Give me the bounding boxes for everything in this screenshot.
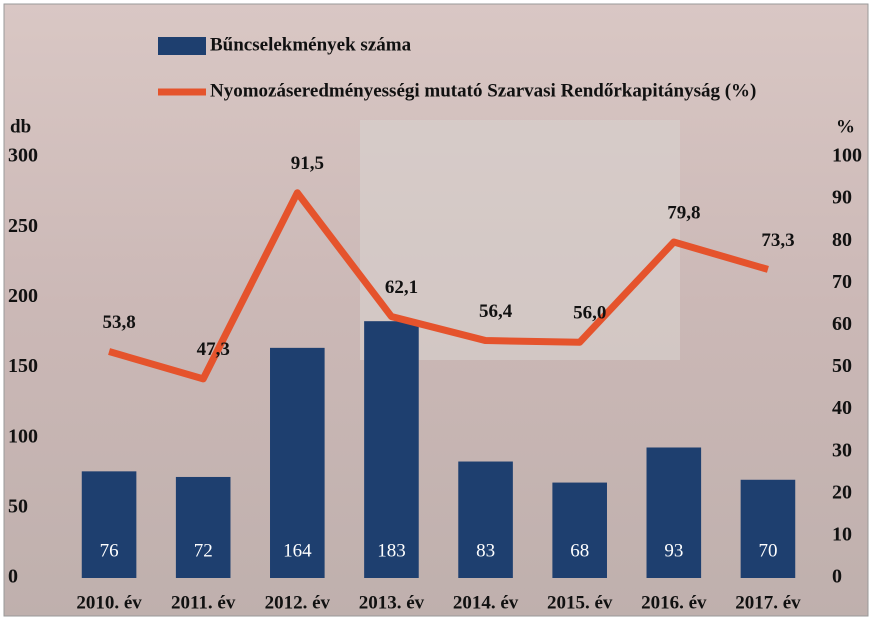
- line-value-label: 56,0: [573, 303, 606, 324]
- line-value-label: 79,8: [667, 202, 700, 223]
- bar: [552, 483, 607, 578]
- bar: [82, 471, 137, 578]
- bar-value-label: 76: [100, 540, 119, 561]
- x-tick-label: 2015. év: [547, 592, 613, 613]
- y-axis-title: db: [10, 116, 31, 137]
- legend-label: Nyomozáseredményességi mutató Szarvasi R…: [210, 80, 756, 101]
- y2-tick-label: 50: [832, 355, 852, 377]
- bar-value-label: 93: [664, 540, 683, 561]
- chart: db % 0 50 100 150 200 250 300 0 10 20 30 40 50 60 70 80…: [0, 0, 872, 620]
- bar-value-label: 72: [194, 540, 213, 561]
- bar-value-label: 70: [758, 540, 777, 561]
- line-value-label: 47,3: [197, 339, 230, 360]
- y-tick-label: 250: [8, 215, 38, 237]
- bar-value-label: 68: [570, 540, 589, 561]
- bar-value-label: 83: [476, 540, 495, 561]
- x-tick-label: 2017. év: [735, 592, 801, 613]
- bar: [741, 480, 796, 578]
- bar: [176, 477, 231, 578]
- bar-value-label: 183: [377, 540, 406, 561]
- y2-tick-label: 60: [832, 313, 852, 335]
- x-tick-label: 2011. év: [171, 592, 236, 613]
- page: {"chart_data": {"type": "bar-line", "cat…: [0, 0, 872, 620]
- y2-tick-label: 20: [832, 481, 852, 503]
- line-value-label: 91,5: [291, 153, 324, 174]
- line-value-label: 53,8: [102, 312, 135, 333]
- x-tick-label: 2010. év: [76, 592, 142, 613]
- y-tick-label: 200: [8, 285, 38, 307]
- y-tick-label: 0: [8, 566, 18, 588]
- x-tick-label: 2016. év: [641, 592, 707, 613]
- y2-tick-label: 0: [832, 566, 842, 588]
- y-tick-label: 100: [8, 425, 38, 447]
- legend-swatch: [158, 37, 206, 55]
- legend-label: Bűncselekmények száma: [210, 34, 412, 55]
- y-tick-label: 50: [8, 495, 28, 517]
- line-value-label: 73,3: [761, 230, 794, 251]
- y2-tick-label: 100: [832, 145, 862, 167]
- y2-tick-label: 10: [832, 523, 852, 545]
- x-tick-label: 2013. év: [359, 592, 425, 613]
- y2-tick-label: 30: [832, 439, 852, 461]
- y2-axis-title: %: [836, 116, 855, 137]
- x-tick-label: 2012. év: [265, 592, 331, 613]
- bar-value-label: 164: [283, 540, 312, 561]
- y-tick-label: 150: [8, 355, 38, 377]
- y2-tick-label: 40: [832, 397, 852, 419]
- y2-tick-label: 70: [832, 271, 852, 293]
- x-tick-label: 2014. év: [453, 592, 519, 613]
- y-tick-label: 300: [8, 145, 38, 167]
- y2-tick-label: 90: [832, 187, 852, 209]
- line-value-label: 62,1: [385, 277, 418, 298]
- line-value-label: 56,4: [479, 301, 513, 322]
- y2-tick-label: 80: [832, 229, 852, 251]
